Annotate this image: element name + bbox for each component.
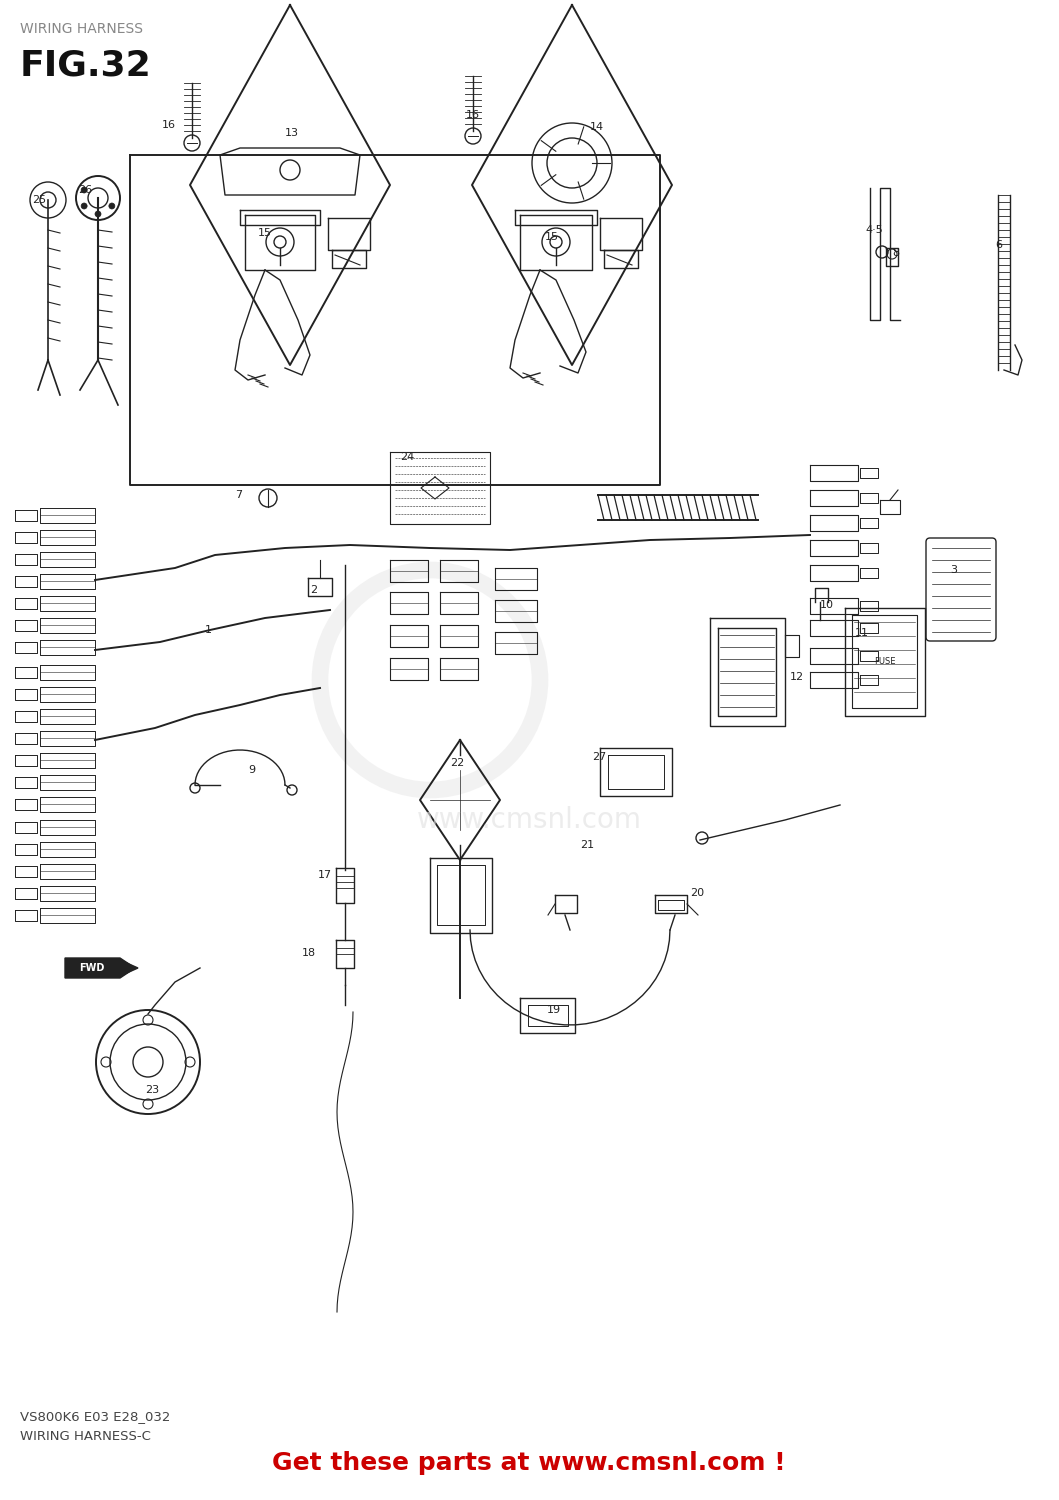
FancyBboxPatch shape xyxy=(926,538,997,640)
Circle shape xyxy=(109,202,114,208)
Polygon shape xyxy=(120,960,138,976)
Circle shape xyxy=(82,202,87,208)
Text: 6: 6 xyxy=(995,240,1002,250)
Text: FIG.32: FIG.32 xyxy=(20,48,151,82)
Text: VS800K6 E03 E28_032: VS800K6 E03 E28_032 xyxy=(20,1410,170,1424)
Polygon shape xyxy=(65,958,134,978)
Circle shape xyxy=(184,135,200,152)
Text: 3: 3 xyxy=(950,566,957,574)
Text: 25: 25 xyxy=(32,195,47,206)
Circle shape xyxy=(465,128,481,144)
Text: Get these parts at www.cmsnl.com !: Get these parts at www.cmsnl.com ! xyxy=(272,1450,786,1474)
Text: 26: 26 xyxy=(78,184,92,195)
Text: 27: 27 xyxy=(592,752,606,762)
Text: 19: 19 xyxy=(548,1005,561,1016)
Text: 1: 1 xyxy=(205,626,212,634)
Text: WIRING HARNESS-C: WIRING HARNESS-C xyxy=(20,1430,150,1443)
Text: WIRING HARNESS: WIRING HARNESS xyxy=(20,22,143,36)
Text: FWD: FWD xyxy=(79,963,105,974)
Text: 14: 14 xyxy=(590,122,604,132)
Text: 20: 20 xyxy=(690,888,704,898)
Text: 16: 16 xyxy=(466,110,480,120)
Text: 24: 24 xyxy=(400,452,414,462)
Text: 4·5: 4·5 xyxy=(865,225,883,236)
Text: 11: 11 xyxy=(855,628,869,638)
Text: 15: 15 xyxy=(258,228,272,238)
Text: 12: 12 xyxy=(790,672,804,682)
Text: 23: 23 xyxy=(145,1084,159,1095)
Text: 21: 21 xyxy=(580,840,594,850)
Text: FUSE: FUSE xyxy=(875,657,896,666)
Circle shape xyxy=(96,1010,200,1114)
Text: 7: 7 xyxy=(235,490,243,500)
Text: 22: 22 xyxy=(450,758,464,768)
Text: www.cmsnl.com: www.cmsnl.com xyxy=(416,806,642,834)
Text: 9: 9 xyxy=(248,765,255,776)
Text: 17: 17 xyxy=(318,870,333,880)
Text: 8: 8 xyxy=(892,248,899,258)
Text: 2: 2 xyxy=(310,585,317,596)
Text: 13: 13 xyxy=(285,128,299,138)
Text: 10: 10 xyxy=(820,600,834,610)
Text: 16: 16 xyxy=(162,120,176,130)
Text: 18: 18 xyxy=(302,948,317,958)
Circle shape xyxy=(82,188,87,194)
Text: 15: 15 xyxy=(545,232,559,242)
Circle shape xyxy=(95,211,101,217)
